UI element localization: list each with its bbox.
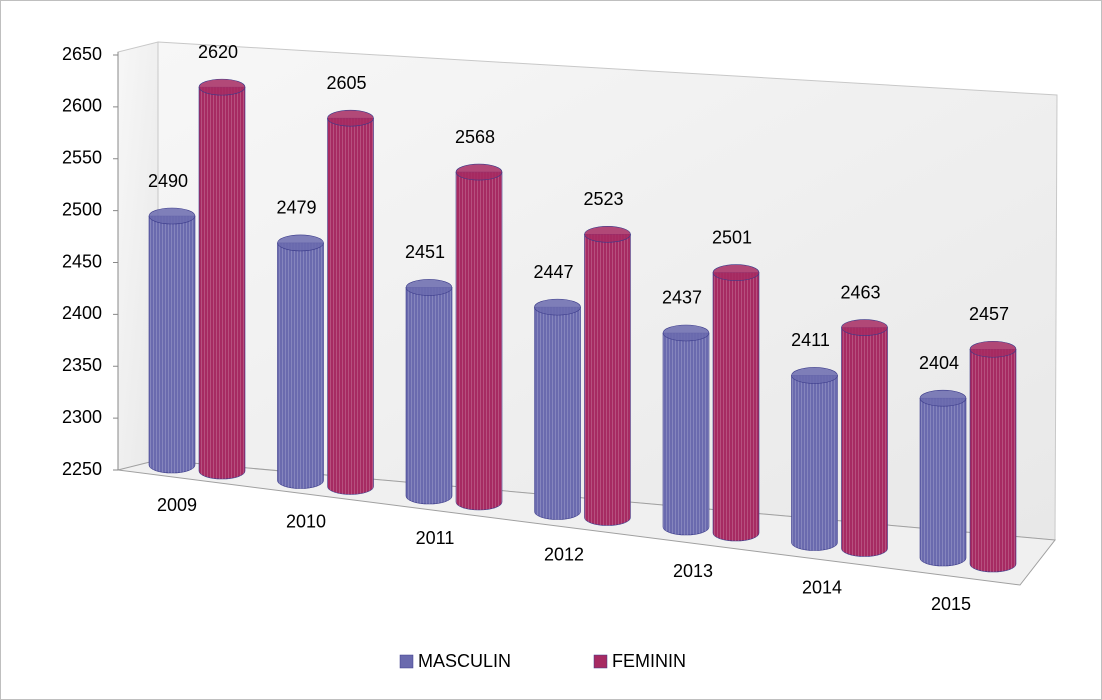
x-tick-label: 2012 [544, 544, 584, 564]
bar-texture [199, 87, 245, 479]
cylinder [841, 319, 888, 557]
value-label: 2404 [919, 353, 959, 373]
legend-swatch [593, 654, 608, 669]
cylinder [712, 264, 760, 542]
cylinder-top [198, 78, 246, 96]
cylinder [198, 78, 246, 480]
cylinder [662, 324, 710, 536]
value-label: 2437 [662, 288, 702, 308]
cylinder-top [841, 319, 888, 336]
cylinder [405, 279, 453, 505]
cylinder-top [277, 234, 324, 252]
cylinder [584, 225, 631, 526]
value-label: 2568 [455, 127, 495, 147]
y-tick-label: 2500 [62, 199, 102, 219]
legend-label: FEMININ [612, 651, 686, 671]
legend-label: MASCULIN [418, 651, 511, 671]
bar-texture [406, 287, 452, 504]
y-tick-label: 2250 [62, 459, 102, 479]
value-label: 2523 [583, 189, 623, 209]
cylinder [534, 298, 581, 520]
cylinder [791, 367, 838, 551]
value-label: 2620 [198, 42, 238, 62]
cylinder-top [584, 225, 631, 243]
cylinder [148, 207, 196, 474]
bar-texture [456, 172, 502, 510]
value-label: 2463 [840, 282, 880, 302]
cylinder-top [662, 324, 710, 342]
y-tick-label: 2350 [62, 355, 102, 375]
cylinder-top [969, 340, 1017, 358]
y-tick-label: 2550 [62, 148, 102, 168]
y-tick-label: 2600 [62, 96, 102, 116]
bar-texture [970, 349, 1016, 572]
cylinder-top [919, 389, 967, 407]
cylinder-top [327, 109, 374, 127]
cylinder [327, 109, 374, 495]
bar-texture [920, 398, 966, 566]
y-tick-label: 2650 [62, 44, 102, 64]
bar-texture [149, 216, 195, 473]
value-label: 2447 [533, 262, 573, 282]
value-label: 2605 [326, 73, 366, 93]
value-label: 2451 [405, 242, 445, 262]
y-tick-label: 2450 [62, 251, 102, 271]
x-tick-label: 2015 [931, 594, 971, 614]
value-label: 2490 [148, 171, 188, 191]
x-tick-label: 2014 [802, 577, 842, 597]
bar-texture [841, 327, 888, 557]
cylinder-top [534, 298, 581, 316]
y-tick-label: 2300 [62, 407, 102, 427]
cylinder-top [405, 279, 453, 296]
cylinder [455, 163, 503, 511]
y-tick-label: 2400 [62, 303, 102, 323]
bar-texture [277, 242, 324, 489]
bar-texture [584, 234, 631, 526]
cylinder-top [148, 207, 196, 225]
bar-texture [534, 307, 581, 520]
cylinder-top [791, 367, 838, 384]
bar-texture [663, 332, 709, 535]
x-tick-label: 2011 [416, 528, 455, 548]
bar-texture [791, 375, 838, 551]
x-tick-label: 2013 [673, 561, 713, 581]
bar-texture [713, 272, 759, 541]
x-tick-label: 2009 [157, 495, 197, 515]
value-label: 2479 [276, 198, 316, 218]
bar-texture [327, 118, 374, 495]
legend-swatch [399, 654, 414, 669]
value-label: 2411 [791, 330, 830, 350]
cylinder [919, 389, 967, 567]
cylinder [969, 340, 1017, 573]
cylinder-top [712, 264, 760, 281]
value-label: 2457 [969, 304, 1009, 324]
cylinder-top [455, 163, 503, 181]
cylinder [277, 234, 324, 489]
value-label: 2501 [712, 227, 752, 247]
x-tick-label: 2010 [286, 511, 326, 531]
